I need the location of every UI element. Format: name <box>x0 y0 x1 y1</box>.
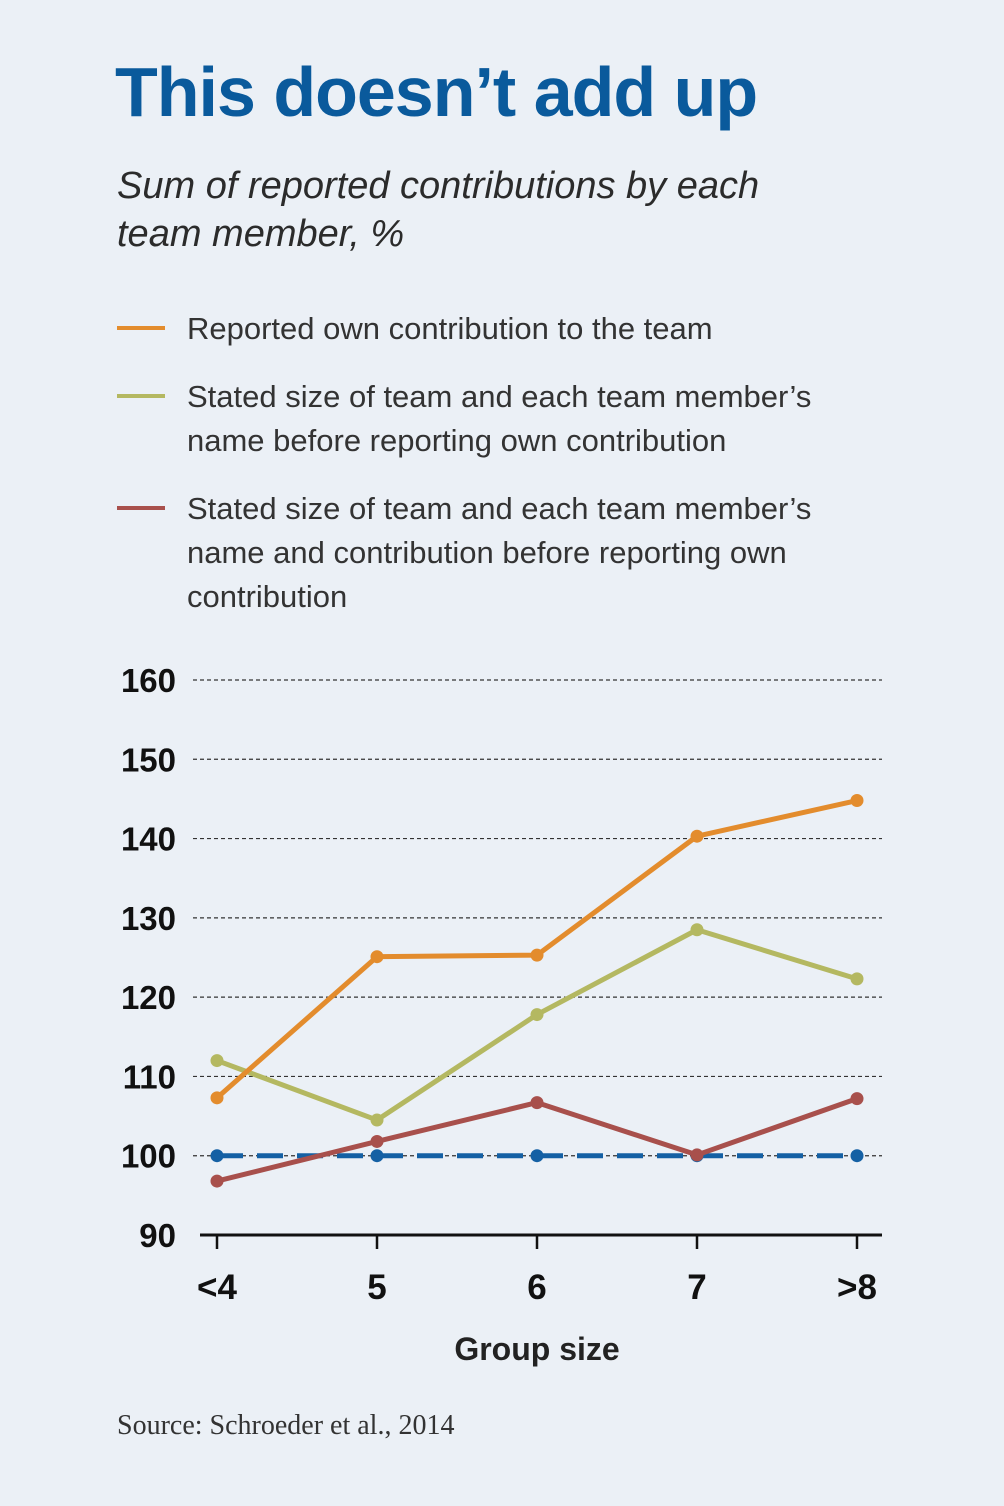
data-point <box>690 829 704 843</box>
legend: Reported own contribution to the team St… <box>117 307 887 619</box>
x-tick-label: >8 <box>837 1268 877 1307</box>
y-axis-ticks: 90 100 110 120 130 140 150 160 <box>121 662 176 1254</box>
data-point <box>850 972 864 986</box>
y-tick-label-150: 150 <box>121 741 176 778</box>
legend-item-own-contribution: Reported own contribution to the team <box>117 307 887 351</box>
y-tick-label-130: 130 <box>121 900 176 937</box>
chart-subtitle: Sum of reported contributions by each te… <box>117 165 760 255</box>
data-point <box>530 1096 544 1110</box>
data-point <box>690 923 704 937</box>
y-tick-label-100: 100 <box>121 1138 176 1175</box>
x-tick-label: 6 <box>527 1268 546 1307</box>
data-point <box>530 1008 544 1022</box>
line-chart: 90 100 110 120 130 140 150 160 <4 5 6 7 >8 Group si… <box>121 662 882 1367</box>
data-point <box>370 1113 384 1127</box>
series <box>210 794 864 1188</box>
data-point <box>210 1174 224 1188</box>
data-point <box>690 1148 704 1162</box>
chart-title: This doesn’t add up <box>115 53 758 131</box>
data-point <box>850 1149 864 1163</box>
series-1 <box>210 923 864 1127</box>
y-tick-label-140: 140 <box>121 821 176 858</box>
data-point <box>210 1091 224 1105</box>
legend-swatch-orange <box>117 326 165 330</box>
gridlines <box>193 679 882 1157</box>
y-tick-label-90: 90 <box>139 1217 176 1254</box>
data-point <box>370 950 384 964</box>
y-tick-label-110: 110 <box>123 1058 176 1095</box>
source-note: Source: Schroeder et al., 2014 <box>117 1410 455 1441</box>
series-0 <box>210 794 864 1105</box>
legend-label-names-first: Stated size of team and each team member… <box>187 379 812 458</box>
data-point <box>210 1054 224 1068</box>
x-tick-label: <4 <box>197 1268 237 1307</box>
x-tick-label: 7 <box>687 1268 706 1307</box>
x-axis-label: Group size <box>454 1331 619 1367</box>
data-point <box>370 1149 384 1163</box>
y-tick-label-120: 120 <box>121 979 176 1016</box>
legend-swatch-green <box>117 394 165 398</box>
data-point <box>530 1149 544 1163</box>
x-tick-label: 5 <box>367 1268 386 1307</box>
data-point <box>370 1134 384 1148</box>
series-line-2 <box>216 1096 858 1184</box>
y-tick-label-160: 160 <box>121 662 176 699</box>
legend-label-names-and-contributions-first: Stated size of team and each team member… <box>187 491 812 614</box>
legend-item-names-and-contributions-first: Stated size of team and each team member… <box>117 487 887 619</box>
data-point <box>850 1092 864 1106</box>
series-2 <box>210 1092 864 1188</box>
x-axis-ticks: <4 5 6 7 >8 <box>197 1235 877 1307</box>
legend-swatch-red <box>117 506 165 510</box>
data-point <box>850 794 864 808</box>
legend-label-own-contribution: Reported own contribution to the team <box>187 311 713 346</box>
data-point <box>530 948 544 962</box>
data-point <box>210 1149 224 1163</box>
legend-item-names-first: Stated size of team and each team member… <box>117 375 887 463</box>
